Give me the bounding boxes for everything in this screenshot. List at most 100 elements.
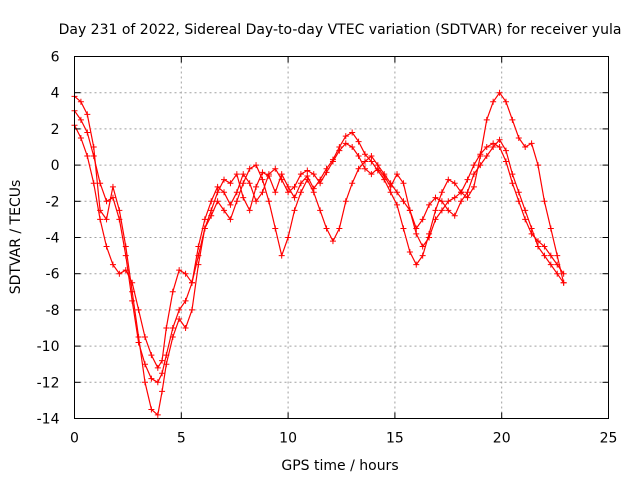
data-point <box>406 248 413 255</box>
series-line <box>74 110 565 383</box>
series-line <box>73 125 565 369</box>
data-point <box>278 176 285 183</box>
data-point <box>163 352 170 359</box>
data-point <box>103 198 110 205</box>
data-point <box>297 180 304 187</box>
data-point <box>394 201 401 208</box>
data-point <box>515 134 522 141</box>
data-point <box>349 129 356 136</box>
data-point <box>188 279 195 286</box>
x-tick-label: 0 <box>70 431 79 447</box>
x-tick-label: 5 <box>177 431 186 447</box>
data-point <box>122 252 129 259</box>
data-point <box>182 270 189 277</box>
data-point <box>451 180 458 187</box>
data-point <box>355 165 362 172</box>
data-point <box>541 243 548 250</box>
data-point <box>159 388 166 395</box>
data-point <box>182 325 189 331</box>
series-group <box>71 89 567 418</box>
data-point <box>535 238 542 245</box>
data-point <box>406 207 413 214</box>
data-point <box>310 189 317 196</box>
data-point <box>355 138 362 145</box>
data-point <box>129 297 136 304</box>
data-point <box>547 225 554 232</box>
data-point <box>560 279 567 286</box>
data-point <box>323 225 330 232</box>
data-point <box>214 183 221 190</box>
data-point <box>522 144 529 150</box>
data-point <box>195 252 202 259</box>
data-point <box>317 180 324 187</box>
data-point <box>381 171 388 178</box>
data-point <box>355 153 362 160</box>
data-point <box>323 169 330 176</box>
data-point <box>208 198 215 205</box>
data-point <box>103 216 110 223</box>
data-point <box>240 194 247 201</box>
data-point <box>272 165 279 172</box>
series-track-a <box>71 89 567 418</box>
data-point <box>201 225 208 232</box>
y-axis-ticks: -14 -12 -10 -8 -6 -4 -2 0 2 4 6 <box>37 50 609 428</box>
data-point <box>148 406 155 413</box>
data-point <box>432 207 439 214</box>
data-point <box>502 98 509 105</box>
data-point <box>265 171 272 178</box>
data-point <box>426 234 433 241</box>
data-point <box>253 183 260 190</box>
data-point <box>445 207 452 214</box>
data-point <box>426 201 433 208</box>
data-point <box>188 306 195 313</box>
data-point <box>227 201 234 208</box>
data-point <box>285 234 292 241</box>
data-point <box>103 243 110 250</box>
data-point <box>419 243 426 250</box>
data-point <box>477 151 484 158</box>
data-point <box>304 176 311 183</box>
data-point <box>483 144 490 150</box>
x-tick-label: 10 <box>279 431 297 447</box>
data-point <box>285 183 292 190</box>
data-point <box>259 169 266 176</box>
series-track-b <box>71 107 567 386</box>
data-point <box>483 153 490 160</box>
data-point <box>97 180 104 187</box>
data-point <box>169 325 176 331</box>
data-point <box>272 189 279 196</box>
data-point <box>233 189 240 196</box>
y-tick-label: -4 <box>46 231 60 247</box>
data-point <box>84 129 91 136</box>
data-point <box>438 198 445 205</box>
data-point <box>464 194 471 201</box>
y-tick-label: -12 <box>37 375 60 391</box>
data-point <box>342 198 349 205</box>
data-point <box>182 297 189 304</box>
y-tick-label: -10 <box>37 339 60 355</box>
data-point <box>246 165 253 172</box>
data-point <box>342 140 349 147</box>
y-tick-label: 0 <box>51 158 60 174</box>
data-point <box>116 207 123 214</box>
data-point <box>214 198 221 205</box>
data-point <box>464 176 471 183</box>
data-point <box>221 207 228 214</box>
data-point <box>387 189 394 196</box>
data-point <box>432 216 439 223</box>
data-point <box>336 147 343 154</box>
data-point <box>515 189 522 196</box>
data-point <box>278 252 285 259</box>
data-point <box>451 212 458 219</box>
data-point <box>176 315 183 322</box>
data-point <box>148 375 155 382</box>
data-point <box>227 180 234 187</box>
data-point <box>240 171 247 178</box>
data-point <box>116 216 123 223</box>
y-tick-label: 4 <box>51 86 60 102</box>
data-point <box>394 171 401 178</box>
data-point <box>148 352 155 359</box>
data-point <box>246 180 253 187</box>
data-point <box>361 151 368 158</box>
